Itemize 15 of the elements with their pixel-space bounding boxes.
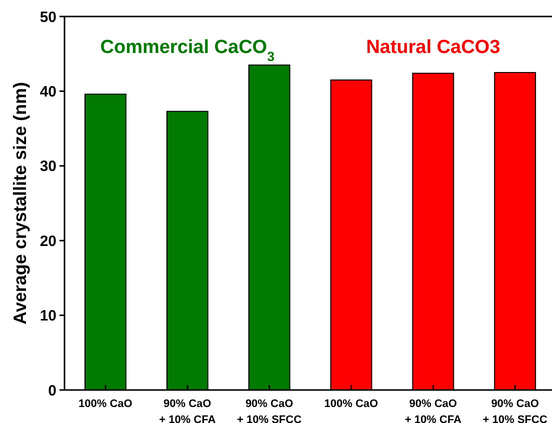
x-tick-label: 100% CaO [78,398,133,410]
x-tick-label: 90% CaO + 10% CFA [404,398,462,423]
y-tick-label: 50 [40,8,56,26]
annotation: Commercial CaCO$_{3}$ [100,37,274,64]
x-tick-label: 90% CaO + 10% SFCC [482,398,548,423]
y-tick-label: 30 [40,158,56,176]
y-tick-label: 20 [40,232,56,250]
y-tick-label: 0 [48,382,56,400]
x-tick-label: 90% CaO + 10% CFA [159,398,216,423]
annotation: Natural CaCO3 [366,37,500,58]
y-tick-label: 40 [40,83,56,100]
y-axis-title: Average crystallite size (nm) [10,82,30,324]
x-tick-label: 90% CaO + 10% SFCC [237,398,302,423]
y-tick-label: 10 [40,308,56,325]
x-tick-label: 100% CaO [324,398,379,410]
